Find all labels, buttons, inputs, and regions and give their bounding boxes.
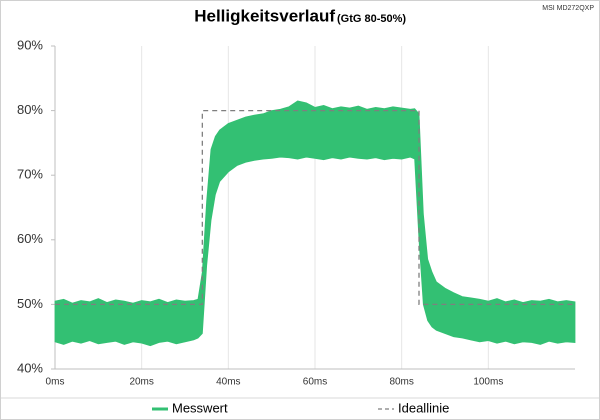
y-tick-label: 40%	[17, 360, 43, 375]
x-tick-label: 60ms	[303, 377, 327, 388]
x-tick-label: 0ms	[46, 377, 65, 388]
x-tick-label: 40ms	[216, 377, 240, 388]
y-tick-label: 90%	[17, 37, 43, 52]
x-tick-label: 100ms	[473, 377, 503, 388]
chart-subtitle: (GtG 80-50%)	[337, 13, 406, 25]
y-tick-label: 70%	[17, 167, 43, 182]
chart-title: Helligkeitsverlauf	[194, 6, 335, 25]
x-tick-label: 80ms	[389, 377, 413, 388]
annotation: MSI MD272QXP	[542, 5, 594, 12]
legend-label: Ideallinie	[398, 400, 449, 415]
y-tick-label: 50%	[17, 296, 43, 311]
measured-band	[54, 100, 576, 347]
ideal-line	[55, 109, 575, 306]
legend-label: Messwert	[172, 400, 228, 415]
x-tick-label: 20ms	[129, 377, 153, 388]
y-tick-label: 60%	[17, 231, 43, 246]
y-tick-label: 80%	[17, 102, 43, 117]
